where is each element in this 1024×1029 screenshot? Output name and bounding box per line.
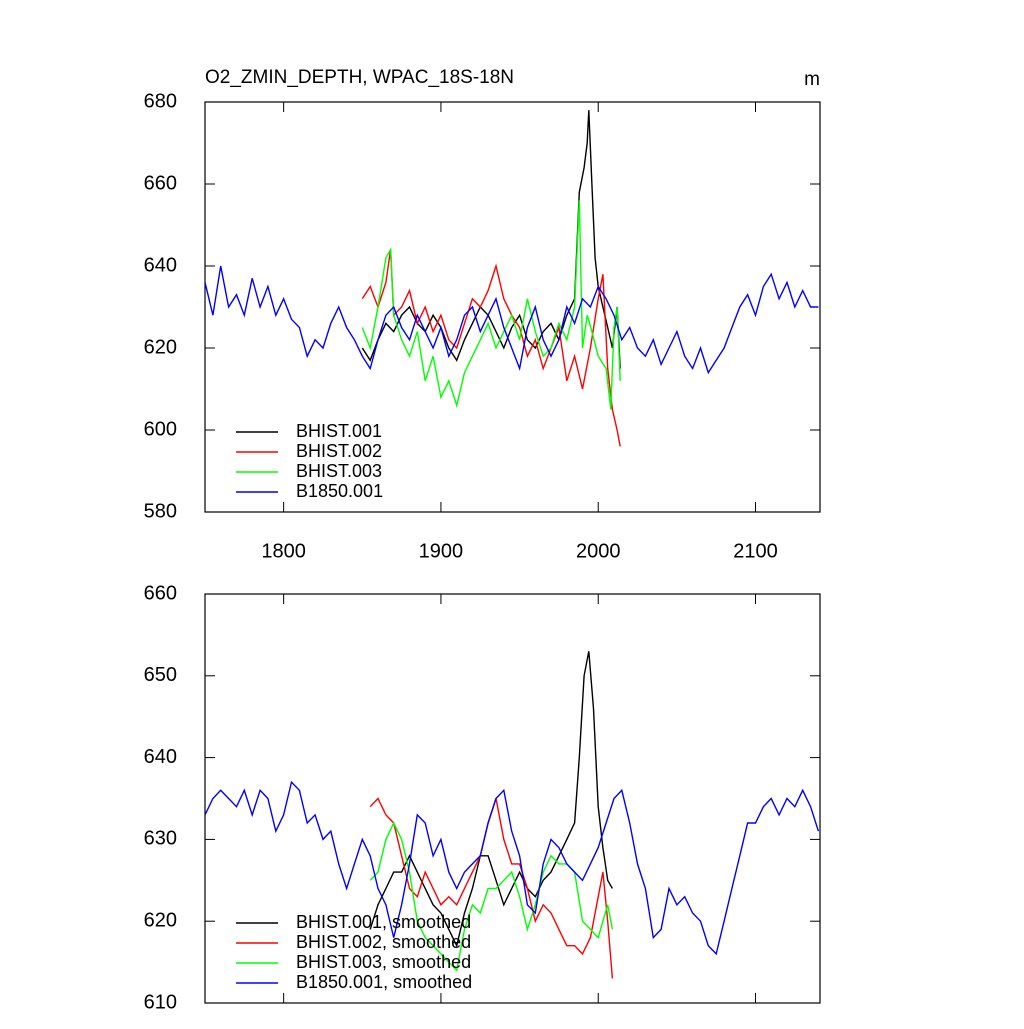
x-tick-label: 2100 (733, 540, 778, 562)
x-tick-label: 1900 (419, 540, 464, 562)
series-line (361, 200, 621, 410)
y-tick-label: 660 (144, 582, 177, 604)
legend-label: BHIST.002, smoothed (296, 932, 471, 952)
y-tick-label: 640 (144, 254, 177, 276)
x-tick-label: 2000 (576, 540, 621, 562)
y-tick-label: 660 (144, 172, 177, 194)
units-label: m (804, 69, 820, 90)
y-tick-label: 650 (144, 664, 177, 686)
plot-frame (204, 101, 821, 513)
chart-title: O2_ZMIN_DEPTH, WPAC_18S-18N (205, 67, 514, 88)
y-tick-label: 640 (144, 746, 177, 768)
y-tick-label: 630 (144, 828, 177, 850)
legend-label: B1850.001 (296, 481, 383, 501)
y-tick-label: 620 (144, 909, 177, 931)
x-tick-label: 1800 (261, 540, 306, 562)
legend-label: BHIST.002 (296, 441, 382, 461)
plot-frame (204, 593, 821, 1004)
y-tick-label: 620 (144, 336, 177, 358)
legend-label: BHIST.001 (296, 421, 382, 441)
y-tick-label: 680 (144, 90, 177, 112)
legend-label: BHIST.001, smoothed (296, 912, 471, 932)
y-tick-label: 610 (144, 991, 177, 1013)
series-line (369, 821, 614, 972)
legend-label: B1850.001, smoothed (296, 972, 472, 992)
y-tick-label: 580 (144, 500, 177, 522)
series-line (369, 651, 614, 948)
legend-label: BHIST.003 (296, 461, 382, 481)
y-tick-label: 600 (144, 418, 177, 440)
series-line (204, 780, 820, 956)
series-line (204, 265, 819, 375)
series-line (361, 249, 621, 447)
legend-label: BHIST.003, smoothed (296, 952, 471, 972)
